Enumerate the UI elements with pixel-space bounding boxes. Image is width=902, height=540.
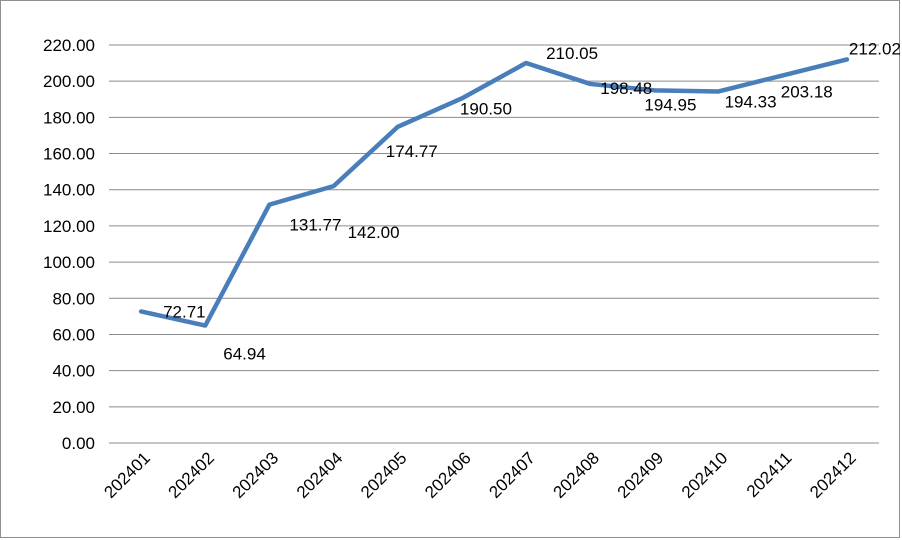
y-tick-label: 100.00 <box>43 253 95 272</box>
x-axis-tick-labels: 202401 202402 202403 202404 202405 202406 2024… <box>100 448 859 502</box>
y-tick-label: 140.00 <box>43 181 95 200</box>
data-label: 64.94 <box>223 345 266 364</box>
x-tick-label: 202406 <box>421 448 475 502</box>
data-label: 194.33 <box>725 92 777 111</box>
x-tick-label: 202410 <box>678 448 732 502</box>
data-label: 194.95 <box>644 95 696 114</box>
y-tick-label: 160.00 <box>43 145 95 164</box>
data-label: 212.02 <box>849 39 901 58</box>
data-label: 198.48 <box>600 79 652 98</box>
series-line <box>138 57 850 328</box>
x-tick-label: 202405 <box>357 448 411 502</box>
data-label: 131.77 <box>289 216 341 235</box>
y-tick-label: 120.00 <box>43 217 95 236</box>
x-tick-label: 202402 <box>165 448 219 502</box>
x-tick-label: 202401 <box>100 448 154 502</box>
x-tick-label: 202408 <box>550 448 604 502</box>
y-tick-label: 80.00 <box>52 289 95 308</box>
data-label: 203.18 <box>781 82 833 101</box>
x-tick-label: 202411 <box>743 448 796 501</box>
data-label: 142.00 <box>348 223 400 242</box>
y-axis-tick-labels: 0.00 20.00 40.00 60.00 80.00 100.00 120.00 140.… <box>43 36 95 453</box>
data-label: 174.77 <box>386 142 438 161</box>
y-tick-label: 20.00 <box>52 398 95 417</box>
x-tick-label: 202409 <box>614 448 668 502</box>
y-tick-label: 200.00 <box>43 72 95 91</box>
data-labels: 72.71 64.94 131.77 142.00 174.77 190.50 210.05… <box>163 39 901 363</box>
data-label: 72.71 <box>163 302 206 321</box>
series-layer <box>138 57 850 328</box>
x-tick-label: 202407 <box>485 448 539 502</box>
y-tick-label: 60.00 <box>52 325 95 344</box>
y-tick-label: 220.00 <box>43 36 95 55</box>
x-tick-label: 202403 <box>229 448 283 502</box>
data-label: 210.05 <box>546 44 598 63</box>
y-tick-label: 0.00 <box>62 434 95 453</box>
x-tick-label: 202404 <box>293 448 347 502</box>
y-tick-label: 40.00 <box>52 362 95 381</box>
y-tick-label: 180.00 <box>43 108 95 127</box>
x-tick-label: 202412 <box>806 448 860 502</box>
data-label: 190.50 <box>460 99 512 118</box>
